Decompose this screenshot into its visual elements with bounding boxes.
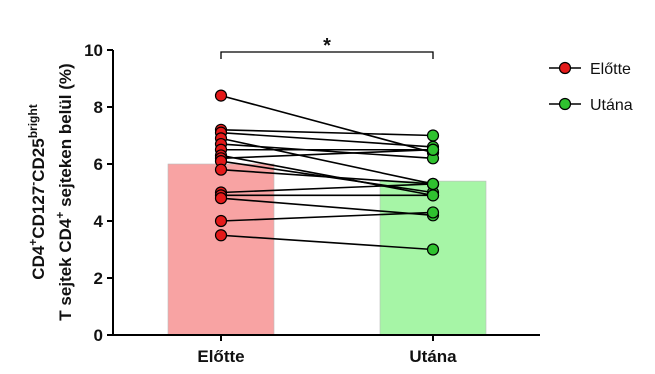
y-tick-label: 10	[84, 41, 103, 60]
legend-marker	[558, 97, 572, 111]
y-axis-label-part: CD25	[29, 138, 48, 181]
y-axis-label-part: +	[53, 212, 67, 219]
point	[214, 192, 228, 205]
x-tick-label: Előtte	[197, 347, 244, 366]
y-tick-label: 4	[94, 212, 104, 231]
point	[214, 163, 228, 176]
y-axis-label: CD4+CD127-CD25bright	[26, 104, 48, 279]
legend-marker	[558, 61, 572, 75]
x-tick-label: Utána	[409, 347, 457, 366]
pair-line	[220, 211, 434, 222]
point	[214, 229, 228, 242]
significance-label: *	[323, 35, 331, 57]
y-tick-label: 8	[94, 98, 103, 117]
point	[426, 189, 440, 202]
y-tick-label: 6	[94, 155, 103, 174]
pair-line	[220, 234, 434, 251]
legend-label: Utána	[590, 97, 633, 114]
point	[426, 206, 440, 219]
legend-label: Előtte	[590, 61, 631, 78]
pair-line	[220, 131, 434, 148]
pair-line	[220, 143, 434, 160]
pair-line	[220, 168, 434, 185]
y-axis-label-part: -	[26, 182, 40, 186]
point	[426, 243, 440, 256]
significance-bracket	[220, 51, 434, 59]
y-axis-label-part: bright	[26, 104, 40, 138]
point	[426, 143, 440, 156]
point	[214, 214, 228, 228]
point	[214, 89, 228, 102]
pair-line	[220, 154, 434, 197]
point	[426, 177, 440, 191]
y-axis-label-part: +	[26, 239, 40, 246]
y-axis-label: T sejtek CD4+ sejteken belül (%)	[53, 63, 75, 320]
y-axis-label-part: CD4	[29, 245, 48, 280]
y-axis-label-part: T sejtek CD4	[56, 218, 75, 321]
point	[426, 129, 440, 142]
pair-line	[220, 197, 434, 217]
pair-line	[220, 94, 434, 154]
pair-line	[220, 129, 434, 137]
y-axis-label-part: CD127	[29, 186, 48, 239]
y-tick-label: 2	[94, 269, 103, 288]
pair-line	[220, 183, 434, 194]
pair-line	[220, 148, 434, 160]
bar	[379, 180, 487, 336]
y-tick-label: 0	[94, 326, 103, 345]
y-axis-label-part: sejteken belül (%)	[56, 63, 75, 211]
